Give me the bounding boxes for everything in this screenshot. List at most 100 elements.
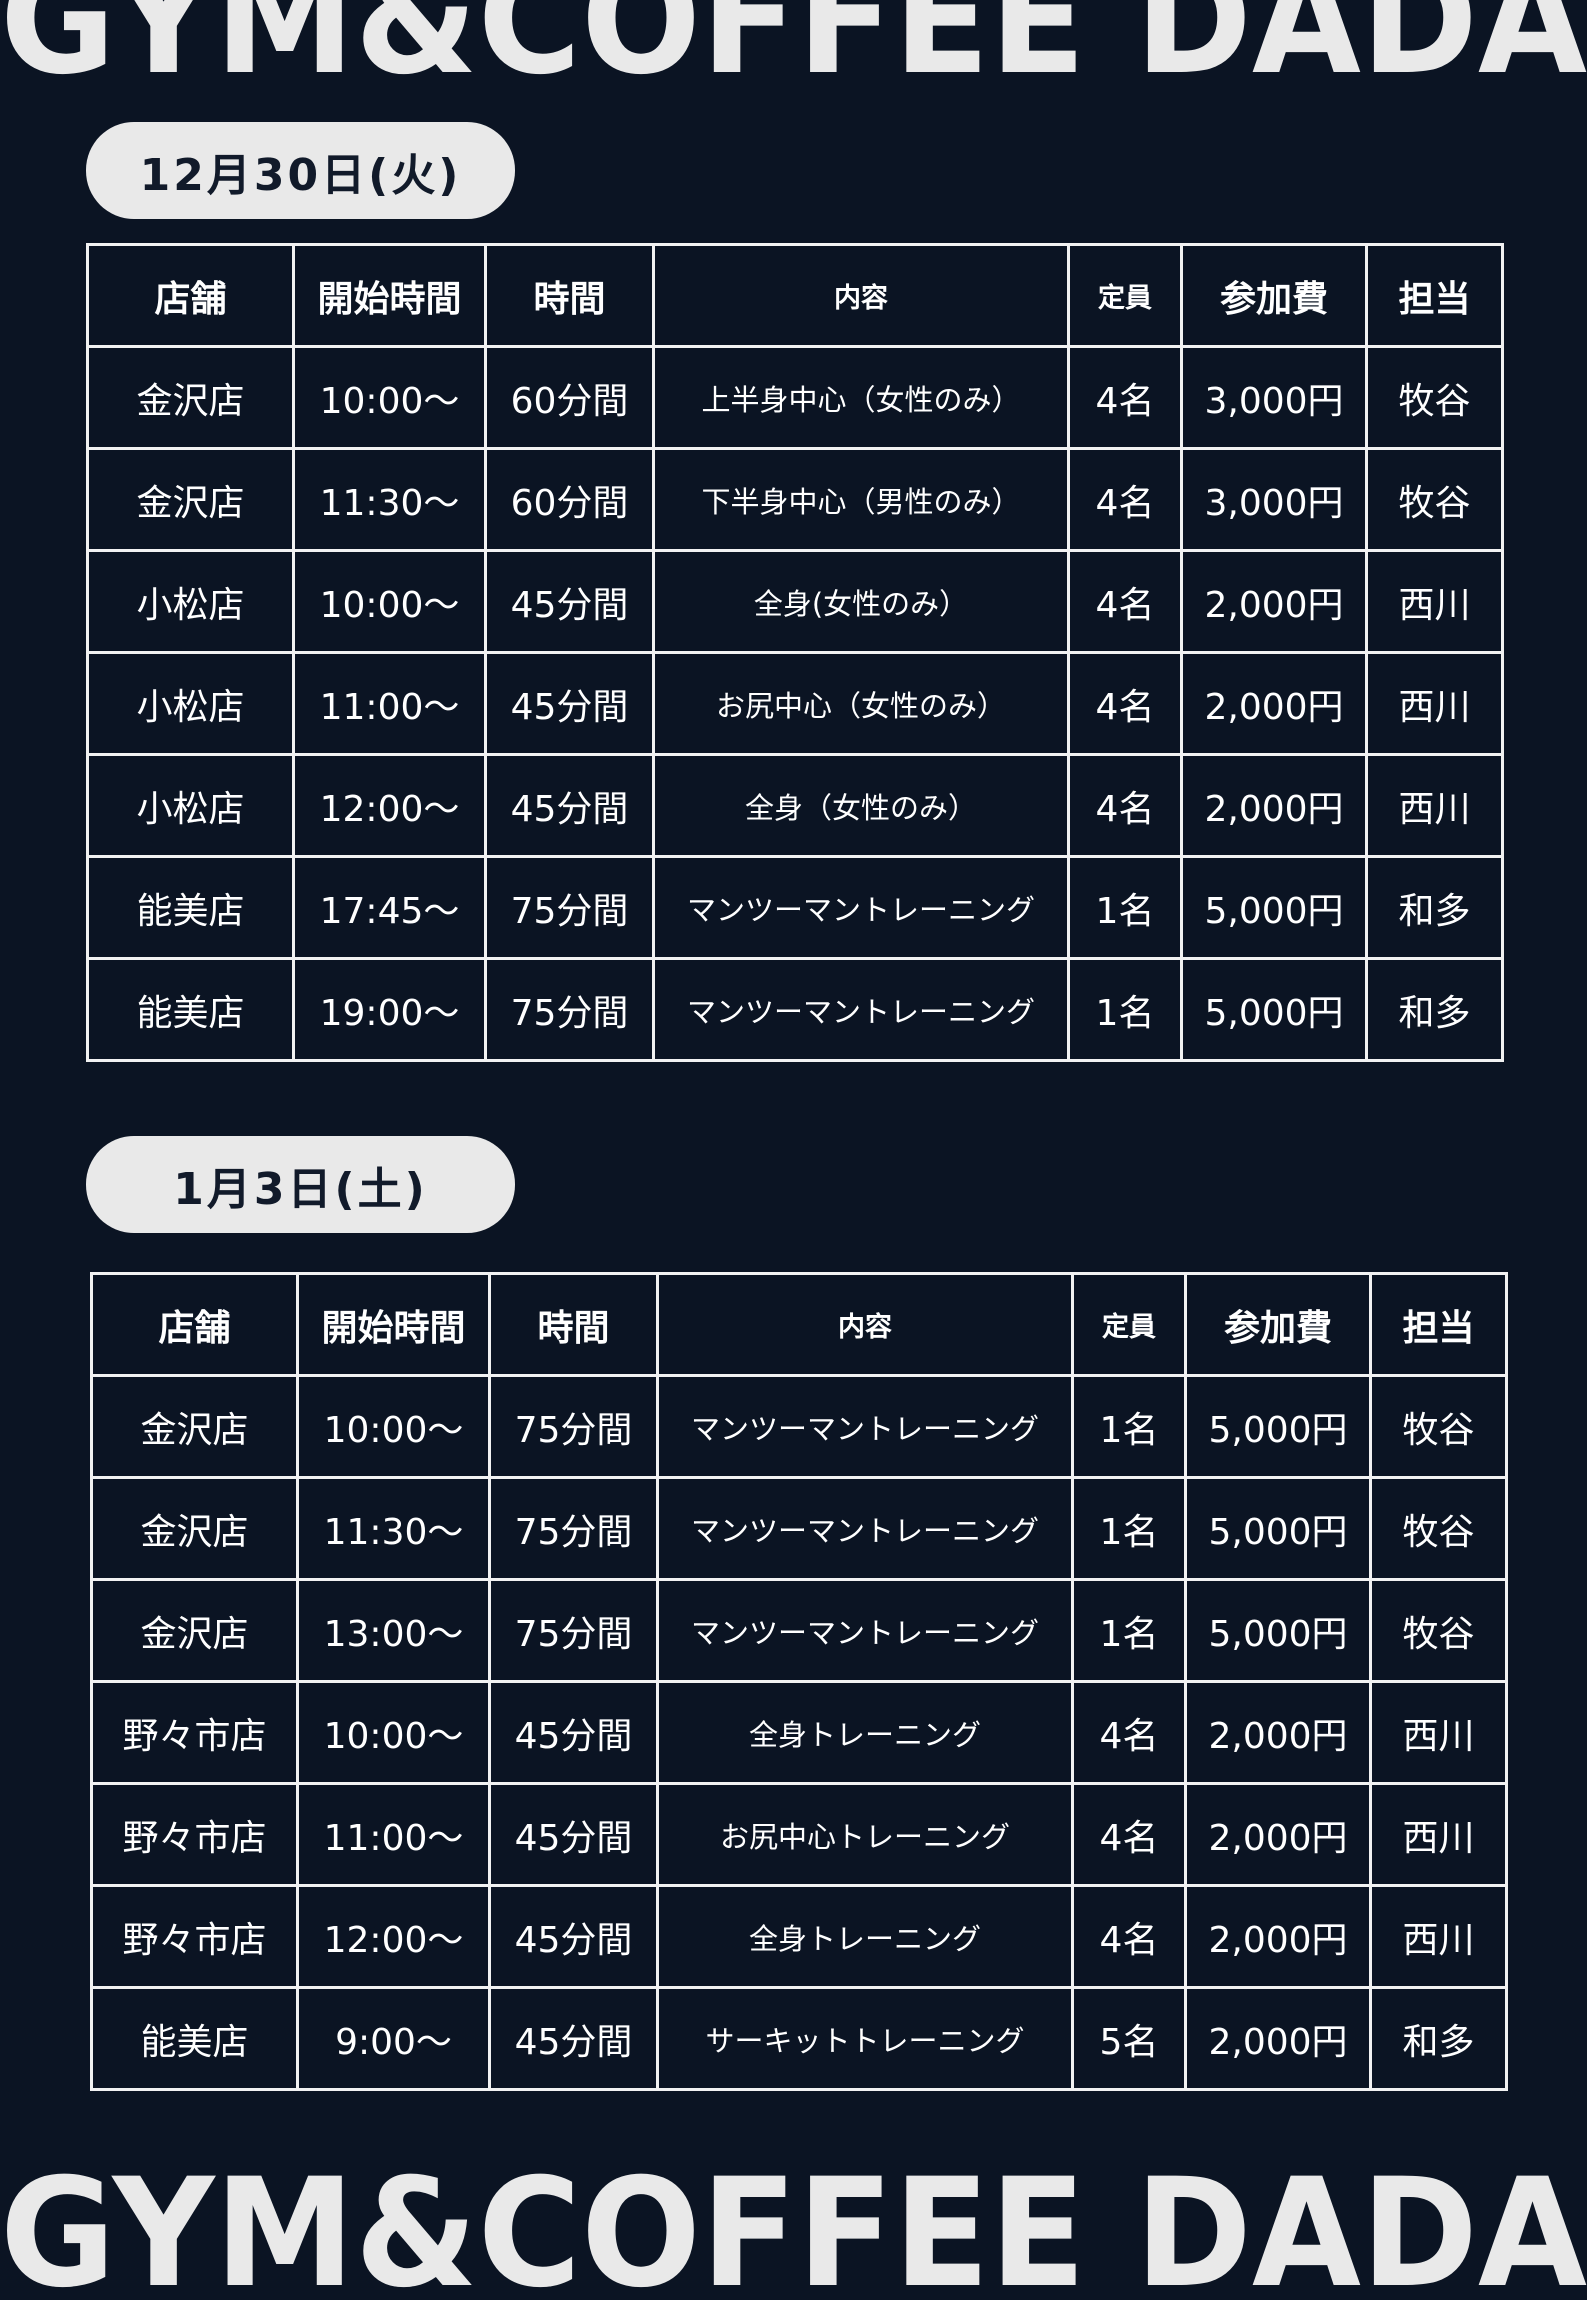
cell: 1名 (1071, 1476, 1187, 1581)
row: 金沢店 11:30〜 75分間 マンツーマントレーニング 1名 5,000円 牧谷 (90, 1476, 1508, 1581)
header-cell: 参加費 (1180, 243, 1368, 348)
header-row: 店舗 開始時間 時間 内容 定員 参加費 担当 (90, 1272, 1508, 1377)
cell: 45分間 (488, 1986, 659, 2091)
cell: 金沢店 (90, 1476, 299, 1581)
cell: 野々市店 (90, 1884, 299, 1989)
header-cell: 開始時間 (292, 243, 487, 348)
cell: 2,000円 (1180, 651, 1368, 756)
cell: 11:30〜 (292, 447, 487, 552)
date-pill: 12月30日(火) (86, 122, 515, 219)
cell: 75分間 (488, 1374, 659, 1479)
cell: 12:00〜 (292, 753, 487, 858)
row: 野々市店 10:00〜 45分間 全身トレーニング 4名 2,000円 西川 (90, 1680, 1508, 1785)
schedule-table: 店舗 開始時間 時間 内容 定員 参加費 担当 金沢店 10:00〜 75分間 マンツーマントレーニ… (90, 1272, 1508, 2091)
header-cell: 店舗 (90, 1272, 299, 1377)
banner-text: GYM&COFFEE DADA (0, 0, 1587, 102)
cell: 5名 (1071, 1986, 1187, 2091)
cell: 全身トレーニング (656, 1680, 1074, 1785)
cell: 45分間 (484, 651, 655, 756)
banner: GYM&COFFEE DADA (0, 0, 1587, 102)
cell: 能美店 (86, 855, 295, 960)
header-cell: 参加費 (1184, 1272, 1372, 1377)
cell: 45分間 (484, 549, 655, 654)
cell: 5,000円 (1180, 957, 1368, 1062)
header-cell: 時間 (484, 243, 655, 348)
cell: 1名 (1071, 1578, 1187, 1683)
cell: 19:00〜 (292, 957, 487, 1062)
cell: 和多 (1365, 957, 1504, 1062)
cell: 10:00〜 (292, 549, 487, 654)
row: 野々市店 12:00〜 45分間 全身トレーニング 4名 2,000円 西川 (90, 1884, 1508, 1989)
cell: 野々市店 (90, 1782, 299, 1887)
cell: 45分間 (488, 1782, 659, 1887)
cell: 10:00〜 (296, 1374, 491, 1479)
cell: マンツーマントレーニング (656, 1578, 1074, 1683)
cell: 牧谷 (1369, 1476, 1508, 1581)
cell: サーキットトレーニング (656, 1986, 1074, 2091)
row: 小松店 10:00〜 45分間 全身(女性のみ） 4名 2,000円 西川 (86, 549, 1504, 654)
row: 金沢店 13:00〜 75分間 マンツーマントレーニング 1名 5,000円 牧谷 (90, 1578, 1508, 1683)
cell: 3,000円 (1180, 447, 1368, 552)
header-cell: 内容 (652, 243, 1070, 348)
cell: 小松店 (86, 549, 295, 654)
header-row: 店舗 開始時間 時間 内容 定員 参加費 担当 (86, 243, 1504, 348)
cell: 2,000円 (1184, 1680, 1372, 1785)
cell: 全身(女性のみ） (652, 549, 1070, 654)
cell: 西川 (1369, 1782, 1508, 1887)
cell: 11:00〜 (292, 651, 487, 756)
cell: 5,000円 (1184, 1578, 1372, 1683)
cell: 西川 (1365, 549, 1504, 654)
cell: 4名 (1067, 651, 1183, 756)
cell: 西川 (1365, 651, 1504, 756)
cell: 10:00〜 (296, 1680, 491, 1785)
cell: 全身（女性のみ） (652, 753, 1070, 858)
cell: 牧谷 (1365, 345, 1504, 450)
cell: 4名 (1071, 1782, 1187, 1887)
cell: 4名 (1071, 1680, 1187, 1785)
cell: 2,000円 (1180, 549, 1368, 654)
cell: 75分間 (484, 855, 655, 960)
cell: 45分間 (484, 753, 655, 858)
cell: 牧谷 (1369, 1578, 1508, 1683)
cell: 1名 (1071, 1374, 1187, 1479)
cell: 下半身中心（男性のみ） (652, 447, 1070, 552)
cell: 上半身中心（女性のみ） (652, 345, 1070, 450)
cell: 12:00〜 (296, 1884, 491, 1989)
cell: 10:00〜 (292, 345, 487, 450)
cell: 金沢店 (86, 447, 295, 552)
cell: マンツーマントレーニング (652, 957, 1070, 1062)
cell: 能美店 (90, 1986, 299, 2091)
cell: 4名 (1071, 1884, 1187, 1989)
header-cell: 内容 (656, 1272, 1074, 1377)
cell: 牧谷 (1365, 447, 1504, 552)
cell: 2,000円 (1184, 1986, 1372, 2091)
cell: 西川 (1365, 753, 1504, 858)
schedule-table: 店舗 開始時間 時間 内容 定員 参加費 担当 金沢店 10:00〜 60分間 上半身中心（女性のみ… (86, 243, 1504, 1062)
row: 野々市店 11:00〜 45分間 お尻中心トレーニング 4名 2,000円 西川 (90, 1782, 1508, 1887)
cell: 和多 (1365, 855, 1504, 960)
cell: 11:00〜 (296, 1782, 491, 1887)
cell: 75分間 (488, 1476, 659, 1581)
cell: 5,000円 (1184, 1374, 1372, 1479)
cell: 45分間 (488, 1680, 659, 1785)
row: 金沢店 10:00〜 60分間 上半身中心（女性のみ） 4名 3,000円 牧谷 (86, 345, 1504, 450)
cell: 45分間 (488, 1884, 659, 1989)
cell: 和多 (1369, 1986, 1508, 2091)
cell: 60分間 (484, 447, 655, 552)
date-pill: 1月3日(土) (86, 1136, 515, 1233)
cell: 2,000円 (1184, 1782, 1372, 1887)
cell: お尻中心トレーニング (656, 1782, 1074, 1887)
cell: 1名 (1067, 957, 1183, 1062)
row: 金沢店 11:30〜 60分間 下半身中心（男性のみ） 4名 3,000円 牧谷 (86, 447, 1504, 552)
cell: 5,000円 (1184, 1476, 1372, 1581)
header-cell: 時間 (488, 1272, 659, 1377)
cell: 3,000円 (1180, 345, 1368, 450)
cell: 2,000円 (1184, 1884, 1372, 1989)
cell: 2,000円 (1180, 753, 1368, 858)
cell: 野々市店 (90, 1680, 299, 1785)
row: 金沢店 10:00〜 75分間 マンツーマントレーニング 1名 5,000円 牧谷 (90, 1374, 1508, 1479)
banner-text: GYM&COFFEE DADA (0, 2160, 1587, 2300)
row: 小松店 11:00〜 45分間 お尻中心（女性のみ） 4名 2,000円 西川 (86, 651, 1504, 756)
banner: GYM&COFFEE DADA (0, 2160, 1587, 2300)
